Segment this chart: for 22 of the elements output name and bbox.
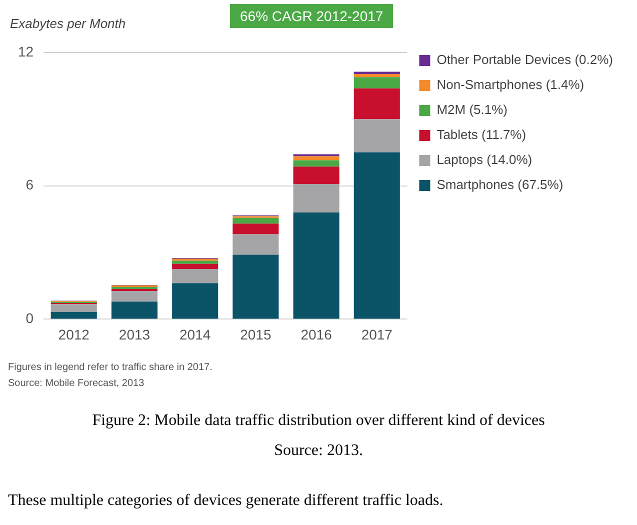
y-tick-label: 6 xyxy=(26,176,34,193)
legend-label: Laptops (14.0%) xyxy=(436,152,532,168)
x-tick-label: 2013 xyxy=(118,326,150,342)
y-tick-label: 12 xyxy=(18,43,34,60)
legend-label: M2M (5.1%) xyxy=(436,102,508,118)
caption: Figure 2: Mobile data traffic distribution over different kind of devices xyxy=(91,411,546,431)
source-note: Source: Mobile Forecast, 2013 xyxy=(8,377,146,391)
text: Figures in legend refer to traffic share in 2017. xyxy=(8,361,214,375)
text: These multiple categories of devices generate different traffic loads. xyxy=(8,492,444,510)
x-tick-label: 2016 xyxy=(300,326,332,342)
legend-label: Non-Smartphones (1.4%) xyxy=(436,77,584,92)
legend-label: Tablets (11.7%) xyxy=(436,127,526,142)
y-axis-title: Exabytes per Month xyxy=(10,16,126,31)
x-tick-label: 2015 xyxy=(240,326,272,342)
legend-label: Smartphones (67.5%) xyxy=(436,177,564,192)
x-tick-label: 2017 xyxy=(361,326,393,342)
x-tick-label: 2012 xyxy=(58,326,90,342)
text: 66% CAGR 2012-2017 xyxy=(230,4,394,28)
legend-label: Other Portable Devices (0.2%) xyxy=(436,52,614,68)
x-tick-label: 2014 xyxy=(180,326,211,342)
y-tick-label: 0 xyxy=(26,310,34,326)
source-note: Source: 2013. xyxy=(273,441,364,461)
